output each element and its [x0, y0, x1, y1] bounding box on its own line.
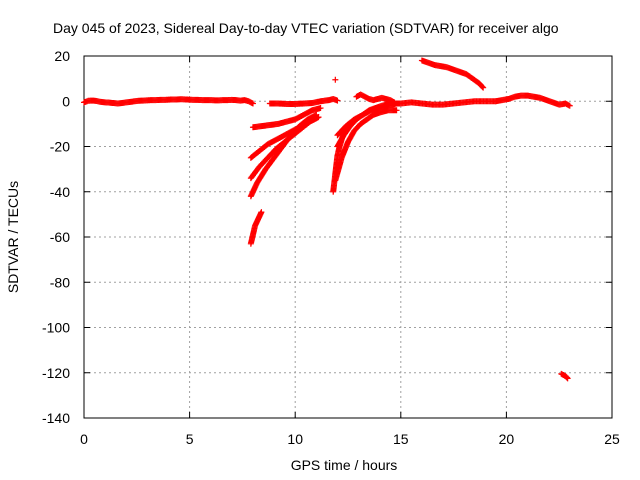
chart-title: Day 045 of 2023, Sidereal Day-to-day VTE…	[53, 20, 559, 36]
data-point	[479, 83, 486, 90]
data-point	[564, 375, 571, 382]
series-drop-8a	[247, 209, 265, 247]
series-curve-12-14-a	[332, 107, 400, 184]
data-point	[566, 102, 573, 109]
y-tick-label: -20	[50, 139, 70, 155]
y-tick-label: -120	[42, 365, 70, 381]
x-tick-label: 15	[393, 431, 409, 447]
y-tick-label: -60	[50, 229, 70, 245]
data-point	[332, 76, 339, 83]
series-upper-16-19	[418, 57, 487, 91]
series-flat-8-11	[249, 105, 324, 131]
data-point	[563, 374, 570, 381]
x-tick-label: 20	[499, 431, 515, 447]
x-axis-label: GPS time / hours	[291, 457, 398, 473]
data-point	[480, 84, 487, 91]
series-curve-12-14-c	[334, 100, 400, 139]
y-tick-label: -40	[50, 184, 70, 200]
series-hump-13	[353, 91, 398, 106]
series-baseline-19-23	[492, 92, 573, 109]
series-baseline-0-8	[81, 96, 256, 107]
x-tick-label: 25	[604, 431, 620, 447]
y-tick-label: 20	[54, 48, 70, 64]
y-tick-label: 0	[62, 93, 70, 109]
series-seg-9-11	[266, 95, 341, 107]
data-point	[317, 105, 324, 112]
points-layer	[81, 57, 573, 382]
data-point	[315, 114, 322, 121]
series-outlier-23	[558, 370, 571, 382]
series-curve-8-11-c	[247, 114, 322, 161]
data-point	[334, 97, 341, 104]
plot-frame	[83, 55, 613, 419]
series-baseline-14-19	[387, 98, 499, 108]
data-point	[393, 107, 400, 114]
x-tick-label: 10	[287, 431, 303, 447]
series-outlier-12	[332, 76, 339, 83]
grid-layer	[84, 56, 612, 418]
y-tick-label: -80	[50, 274, 70, 290]
y-tick-label: -140	[42, 410, 70, 426]
y-axis-label: SDTVAR / TECUs	[5, 181, 21, 293]
x-tick-label: 0	[80, 431, 88, 447]
data-point	[258, 209, 265, 216]
y-tick-label: -100	[42, 320, 70, 336]
tick-layer: 0 5 10 15 20 25 -140 -120 -100 -80 -60 -40 -20 0 20	[42, 48, 620, 447]
x-tick-label: 5	[186, 431, 194, 447]
data-point	[249, 100, 256, 107]
